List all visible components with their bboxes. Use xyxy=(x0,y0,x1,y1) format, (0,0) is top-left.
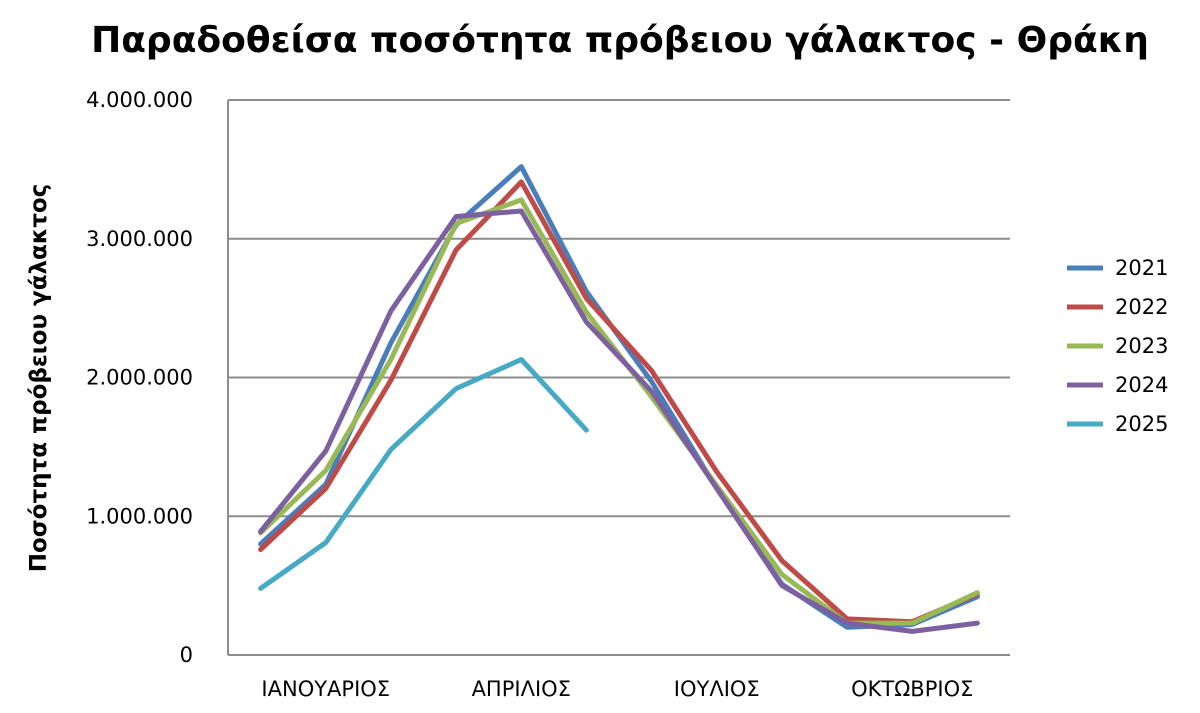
x-tick-label: ΟΚΤΩΒΡΙΟΣ xyxy=(851,677,973,701)
legend: 2021 2022 2023 2024 2025 xyxy=(1067,256,1168,436)
y-tick-label: 2.000.000 xyxy=(86,366,193,390)
y-tick-label: 3.000.000 xyxy=(86,227,193,251)
series-line-2024 xyxy=(258,208,980,634)
legend-label-2022: 2022 xyxy=(1115,295,1168,319)
legend-label-2023: 2023 xyxy=(1115,334,1168,358)
axes xyxy=(227,100,1010,656)
legend-label-2021: 2021 xyxy=(1115,256,1168,280)
legend-label-2024: 2024 xyxy=(1115,373,1168,397)
y-tick-label: 1.000.000 xyxy=(86,504,193,528)
series-line-2022 xyxy=(258,179,980,625)
series-lines xyxy=(258,164,980,634)
chart-title: Παραδοθείσα ποσότητα πρόβειου γάλακτος -… xyxy=(91,20,1149,61)
x-tick-label: ΑΠΡΙΛΙΟΣ xyxy=(472,677,571,701)
y-tick-label: 0 xyxy=(180,643,193,667)
y-tick-labels: 0 1.000.000 2.000.000 3.000.000 4.000.000 xyxy=(86,88,193,667)
x-tick-label: ΙΑΝΟΥΑΡΙΟΣ xyxy=(261,677,390,701)
series-line-2023 xyxy=(258,197,980,626)
legend-label-2025: 2025 xyxy=(1115,412,1168,436)
y-tick-label: 4.000.000 xyxy=(86,88,193,112)
x-tick-label: ΙΟΥΛΙΟΣ xyxy=(674,677,760,701)
x-tick-labels: ΙΑΝΟΥΑΡΙΟΣ ΑΠΡΙΛΙΟΣ ΙΟΥΛΙΟΣ ΟΚΤΩΒΡΙΟΣ xyxy=(261,677,973,701)
series-line-2025 xyxy=(258,357,589,591)
